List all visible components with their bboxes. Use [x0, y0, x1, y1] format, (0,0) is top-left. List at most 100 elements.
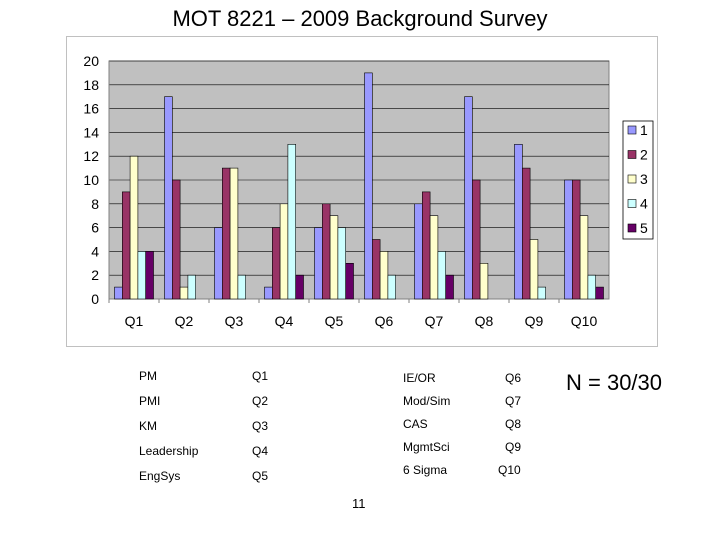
- bar-q10-series-4: [587, 274, 597, 300]
- bar-q7-series-2: [421, 191, 431, 300]
- y-tick-label: 20: [83, 53, 99, 69]
- map-topic-right: IE/OR: [403, 371, 436, 385]
- y-tick-label: 6: [91, 220, 99, 236]
- map-question-right: Q6: [505, 371, 522, 385]
- bar-q9-series-4: [537, 286, 546, 300]
- bar-q2-series-3: [179, 286, 189, 300]
- bar-q2-series-1: [164, 96, 173, 300]
- map-question-right: Q8: [505, 417, 522, 431]
- legend-swatch-2: [627, 150, 637, 159]
- x-tick-label: Q2: [175, 313, 194, 329]
- bar-q7-series-1: [414, 203, 423, 300]
- bar-q4-series-2: [272, 227, 281, 300]
- bar-q8-series-2: [471, 179, 481, 300]
- x-tick-label: Q3: [225, 313, 244, 329]
- bar-q9-series-2: [521, 167, 531, 300]
- y-tick-label: 10: [83, 172, 99, 188]
- y-tick-label: 18: [83, 77, 99, 93]
- bar-q2-series-4: [187, 274, 197, 300]
- map-topic-left: KM: [139, 419, 157, 433]
- legend-swatch-3: [627, 174, 637, 184]
- legend-label-3: 3: [640, 171, 648, 187]
- map-question-left: Q2: [252, 394, 269, 408]
- bar-q9-series-3: [529, 239, 539, 300]
- bar-q7-series-5: [445, 274, 454, 300]
- map-topic-right: Mod/Sim: [403, 394, 451, 408]
- bar-q4-series-5: [295, 274, 304, 300]
- map-question-right: Q7: [505, 394, 522, 408]
- x-tick-label: Q6: [375, 313, 394, 329]
- map-question-left: Q3: [252, 419, 269, 433]
- map-topic-left: PMI: [139, 394, 161, 408]
- bar-q10-series-5: [595, 286, 604, 300]
- bar-q5-series-3: [329, 215, 339, 300]
- map-topic-right: 6 Sigma: [403, 463, 448, 477]
- bar-q5-series-1: [314, 227, 323, 300]
- x-tick-label: Q9: [525, 313, 544, 329]
- map-question-left: Q4: [252, 444, 269, 458]
- bar-q6-series-4: [387, 274, 396, 300]
- y-tick-label: 12: [83, 148, 99, 164]
- y-tick-label: 16: [83, 101, 99, 117]
- y-tick-label: 8: [91, 196, 99, 212]
- bar-q1-series-5: [145, 251, 154, 300]
- legend-label-2: 2: [640, 147, 648, 163]
- bar-q8-series-1: [464, 96, 473, 300]
- bar-q10-series-1: [564, 179, 573, 300]
- bar-q2-series-2: [172, 179, 181, 300]
- map-topic-left: PM: [139, 369, 157, 383]
- bar-q10-series-3: [579, 215, 589, 300]
- bar-q4-series-3: [279, 203, 289, 300]
- legend-label-4: 4: [640, 196, 648, 212]
- x-tick-label: Q4: [275, 313, 294, 329]
- sample-size-label: N = 30/30: [566, 370, 663, 395]
- bar-q8-series-3: [479, 263, 489, 300]
- map-topic-left: Leadership: [139, 444, 199, 458]
- bar-q10-series-2: [571, 179, 581, 300]
- bar-q5-series-5: [345, 263, 354, 300]
- bar-q4-series-4: [287, 144, 296, 300]
- map-question-right: Q9: [505, 440, 522, 454]
- x-tick-label: Q5: [325, 313, 344, 329]
- chart-frame: 0 2 4 6 8 10 12 14 16 18 20 Q1 Q2 Q3 Q4 Q5 Q6 Q7 Q8 Q9 Q10 1 2…: [66, 36, 658, 347]
- x-tick-label: Q10: [571, 313, 598, 329]
- bar-q6-series-2: [371, 239, 381, 300]
- x-tick-label: Q1: [125, 313, 144, 329]
- map-question-left: Q5: [252, 469, 269, 483]
- map-topic-right: CAS: [403, 417, 428, 431]
- x-tick-label: Q7: [425, 313, 444, 329]
- slide-title: MOT 8221 – 2009 Background Survey: [172, 6, 548, 31]
- legend-box: [622, 120, 654, 240]
- map-question-left: Q1: [252, 369, 269, 383]
- y-tick-label: 14: [83, 124, 99, 140]
- x-tick-label: Q8: [475, 313, 494, 329]
- map-question-right: Q10: [498, 463, 521, 477]
- bar-q1-series-2: [121, 191, 131, 300]
- bar-q3-series-4: [237, 274, 246, 300]
- bar-q5-series-2: [322, 203, 331, 300]
- legend-swatch-4: [627, 199, 637, 208]
- bar-q1-series-4: [137, 251, 147, 300]
- map-topic-left: EngSys: [139, 469, 181, 483]
- map-topic-right: MgmtSci: [403, 440, 450, 454]
- bar-q7-series-3: [429, 215, 439, 300]
- bar-q3-series-2: [222, 167, 231, 300]
- bar-q9-series-1: [514, 144, 523, 300]
- bar-q1-series-3: [129, 155, 139, 300]
- bar-q6-series-3: [379, 251, 389, 300]
- bar-q3-series-3: [229, 167, 239, 300]
- slide-number: 11: [352, 496, 366, 511]
- legend-label-1: 1: [640, 122, 648, 138]
- bar-q1-series-1: [114, 286, 123, 300]
- legend-swatch-1: [627, 125, 637, 135]
- bar-q4-series-1: [264, 286, 273, 300]
- y-tick-label: 0: [91, 291, 99, 307]
- bar-q5-series-4: [337, 227, 346, 300]
- bar-q7-series-4: [437, 251, 446, 300]
- y-tick-label: 4: [91, 243, 99, 259]
- bar-q6-series-1: [364, 72, 373, 300]
- bar-q3-series-1: [214, 227, 223, 300]
- y-tick-label: 2: [91, 267, 99, 283]
- legend-label-5: 5: [640, 220, 648, 236]
